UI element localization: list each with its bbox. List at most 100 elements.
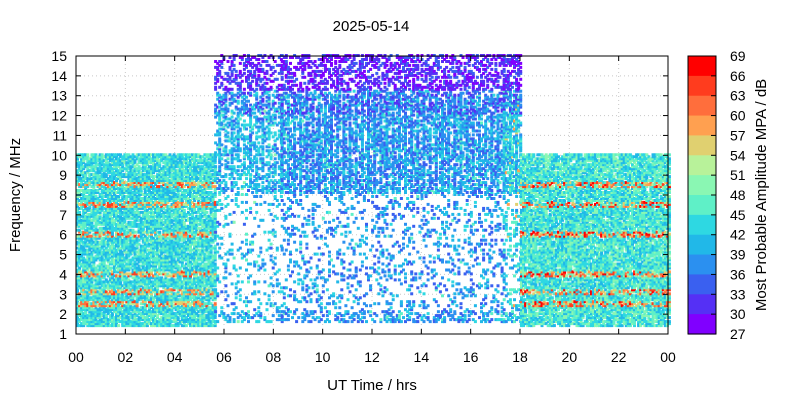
heatmap-cell — [80, 300, 84, 304]
heatmap-cell — [98, 304, 102, 308]
heatmap-cell — [84, 264, 88, 268]
heatmap-cell — [86, 181, 90, 185]
heatmap-cell — [88, 177, 92, 181]
heatmap-cell — [96, 185, 100, 189]
heatmap-cell — [80, 240, 84, 244]
heatmap-cell — [84, 171, 88, 175]
heatmap-cell — [86, 268, 90, 272]
heatmap-cell — [80, 197, 84, 200]
heatmap-cell — [94, 157, 98, 161]
heatmap-cell — [88, 216, 92, 220]
heatmap-cell — [92, 232, 96, 236]
heatmap-cell — [100, 282, 104, 286]
heatmap-cell — [86, 322, 90, 326]
heatmap-cell — [96, 268, 100, 272]
heatmap-cell — [88, 316, 92, 320]
heatmap-cell — [92, 258, 96, 262]
heatmap-cell — [90, 280, 94, 284]
heatmap-cell — [86, 220, 90, 224]
heatmap-cell — [98, 171, 102, 175]
heatmap-cell — [82, 286, 86, 290]
heatmap-cell — [100, 216, 104, 220]
heatmap-cell — [92, 167, 96, 171]
heatmap-cell — [84, 204, 88, 208]
heatmap-cell — [76, 282, 79, 286]
heatmap-cell — [98, 310, 102, 314]
heatmap-cell — [80, 312, 84, 316]
heatmap-cell — [213, 302, 217, 306]
heatmap-cell — [84, 153, 88, 157]
heatmap-cell — [94, 266, 98, 270]
heatmap-cell — [98, 300, 102, 304]
heatmap-cell — [76, 256, 79, 260]
heatmap-cell — [76, 204, 79, 208]
heatmap-cell — [82, 153, 86, 157]
heatmap-cell — [96, 199, 100, 202]
heatmap-cell — [88, 197, 92, 200]
heatmap-cell — [94, 200, 98, 204]
heatmap-cell — [90, 256, 94, 260]
heatmap-cell — [96, 314, 100, 318]
heatmap-cell — [82, 157, 86, 161]
heatmap-cell — [82, 202, 86, 206]
heatmap-cell — [78, 286, 82, 290]
heatmap-cell — [84, 278, 88, 282]
heatmap-cell — [86, 250, 90, 254]
heatmap-cell — [80, 284, 84, 288]
heatmap-cell — [80, 185, 84, 189]
heatmap-cell — [78, 175, 82, 179]
heatmap-cell — [80, 181, 84, 185]
heatmap-cell — [96, 320, 100, 324]
heatmap-cell — [76, 179, 79, 183]
heatmap-cell — [84, 310, 88, 314]
heatmap-cell — [80, 218, 84, 222]
heatmap-cell — [100, 252, 104, 256]
heatmap-cell — [96, 316, 100, 320]
heatmap-cell — [78, 183, 82, 187]
heatmap-cell — [102, 292, 106, 296]
heatmap-cell — [98, 278, 102, 282]
heatmap-cell — [92, 278, 96, 282]
heatmap-cell — [80, 290, 84, 294]
heatmap-cell — [76, 314, 79, 318]
heatmap-cell — [86, 254, 90, 258]
heatmap-cell — [88, 183, 92, 187]
heatmap-cell — [96, 167, 100, 171]
heatmap-cell — [86, 179, 90, 183]
heatmap-cell — [82, 167, 86, 171]
heatmap-cell — [86, 165, 90, 169]
heatmap-cell — [92, 202, 96, 206]
heatmap-cell — [94, 183, 98, 187]
heatmap-cell — [88, 226, 92, 230]
heatmap-cell — [100, 302, 104, 306]
heatmap-cell — [102, 300, 106, 304]
heatmap-cell — [78, 244, 82, 248]
heatmap-cell — [100, 242, 104, 246]
heatmap-cell — [92, 318, 96, 322]
heatmap-cell — [76, 260, 79, 264]
heatmap-cell — [90, 224, 94, 228]
heatmap-cell — [100, 236, 104, 240]
heatmap-cell — [98, 280, 102, 284]
heatmap-cell — [94, 248, 98, 252]
heatmap-cell — [96, 290, 100, 294]
heatmap-cell — [92, 185, 96, 189]
heatmap-cell — [205, 210, 209, 214]
heatmap-cell — [84, 173, 88, 177]
heatmap-cell — [92, 274, 96, 278]
heatmap-cell — [90, 278, 94, 282]
heatmap-cell — [82, 159, 86, 163]
heatmap-cell — [102, 298, 106, 302]
heatmap-cell — [90, 181, 94, 185]
heatmap-cell — [92, 250, 96, 254]
heatmap-cell — [86, 234, 90, 238]
heatmap-cell — [80, 298, 84, 302]
heatmap-cell — [84, 304, 88, 308]
heatmap-cell — [76, 183, 79, 187]
heatmap-cell — [88, 214, 92, 218]
heatmap-cell — [84, 260, 88, 264]
heatmap-cell — [94, 274, 98, 278]
heatmap-cell — [76, 169, 79, 173]
heatmap-cell — [86, 189, 90, 192]
heatmap-cell — [96, 230, 100, 234]
